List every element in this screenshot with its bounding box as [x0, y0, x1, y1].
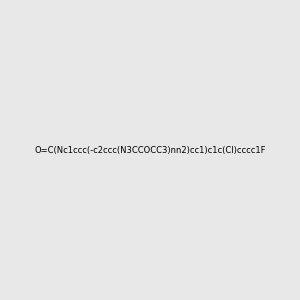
Text: O=C(Nc1ccc(-c2ccc(N3CCOCC3)nn2)cc1)c1c(Cl)cccc1F: O=C(Nc1ccc(-c2ccc(N3CCOCC3)nn2)cc1)c1c(C…: [34, 146, 266, 154]
